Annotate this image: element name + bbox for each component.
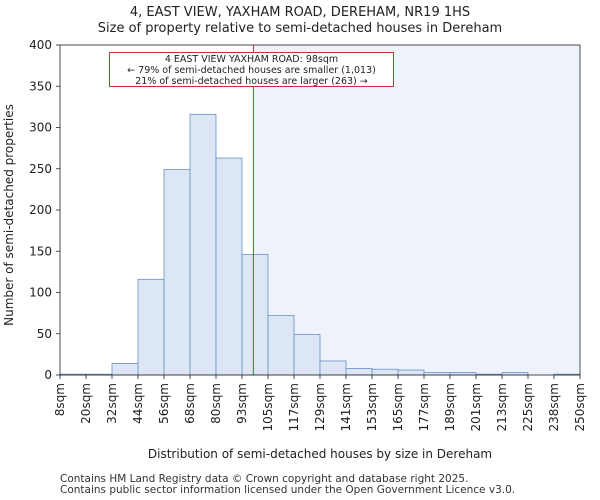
y-tick-label: 150 [29,244,52,258]
x-tick-label: 141sqm [339,383,353,431]
x-tick-label: 44sqm [131,383,145,424]
footer-line-1: Contains HM Land Registry data © Crown c… [60,473,469,485]
x-tick-label: 105sqm [261,383,275,431]
histogram-bar [163,169,191,376]
histogram-bar [241,254,269,376]
footer-line-2: Contains public sector information licen… [60,484,516,496]
histogram-bar [189,113,217,376]
x-tick-label: 129sqm [313,383,327,431]
x-tick-label: 238sqm [547,383,561,431]
histogram-bar [111,363,139,376]
histogram-bar [137,278,165,376]
x-tick-label: 117sqm [287,383,301,431]
y-tick-label: 200 [29,203,52,217]
chart-subtitle: Size of property relative to semi-detach… [97,21,503,36]
x-tick-label: 80sqm [209,383,223,424]
x-tick-label: 201sqm [469,383,483,431]
y-tick-label: 0 [44,368,52,382]
x-tick-label: 8sqm [53,383,67,416]
x-axis-label: Distribution of semi-detached houses by … [148,447,492,461]
y-tick-label: 100 [29,286,52,300]
annotation-line-1: 4 EAST VIEW YAXHAM ROAD: 98sqm [164,54,339,65]
histogram-bar [267,315,295,376]
x-tick-label: 56sqm [157,383,171,424]
x-tick-label: 165sqm [391,383,405,431]
x-tick-label: 250sqm [573,383,587,431]
y-tick-label: 250 [29,162,52,176]
histogram-bar [215,157,243,376]
annotation-line-2: ← 79% of semi-detached houses are smalle… [127,65,376,76]
x-tick-label: 93sqm [235,383,249,424]
x-tick-label: 32sqm [105,383,119,424]
x-tick-label: 153sqm [365,383,379,431]
x-tick-label: 225sqm [521,383,535,431]
annotation-line-3: 21% of semi-detached houses are larger (… [135,76,368,87]
y-axis-label: Number of semi-detached properties [2,104,16,326]
y-tick-label: 400 [29,38,52,52]
larger-region-shade [253,45,580,375]
x-tick-label: 177sqm [417,383,431,431]
histogram-bar [371,368,399,376]
chart-title: 4, EAST VIEW, YAXHAM ROAD, DEREHAM, NR19… [129,5,471,20]
x-tick-label: 68sqm [183,383,197,424]
annotation-box: 4 EAST VIEW YAXHAM ROAD: 98sqm ← 79% of … [109,52,394,87]
x-tick-label: 189sqm [443,383,457,431]
y-tick-label: 300 [29,121,52,135]
y-tick-label: 350 [29,79,52,93]
histogram-bar [319,360,347,376]
x-tick-label: 20sqm [79,383,93,424]
y-tick-label: 50 [37,327,52,341]
x-tick-label: 213sqm [495,383,509,431]
histogram-bar [345,367,373,376]
histogram-bar [397,369,425,376]
histogram-bar [293,334,321,376]
